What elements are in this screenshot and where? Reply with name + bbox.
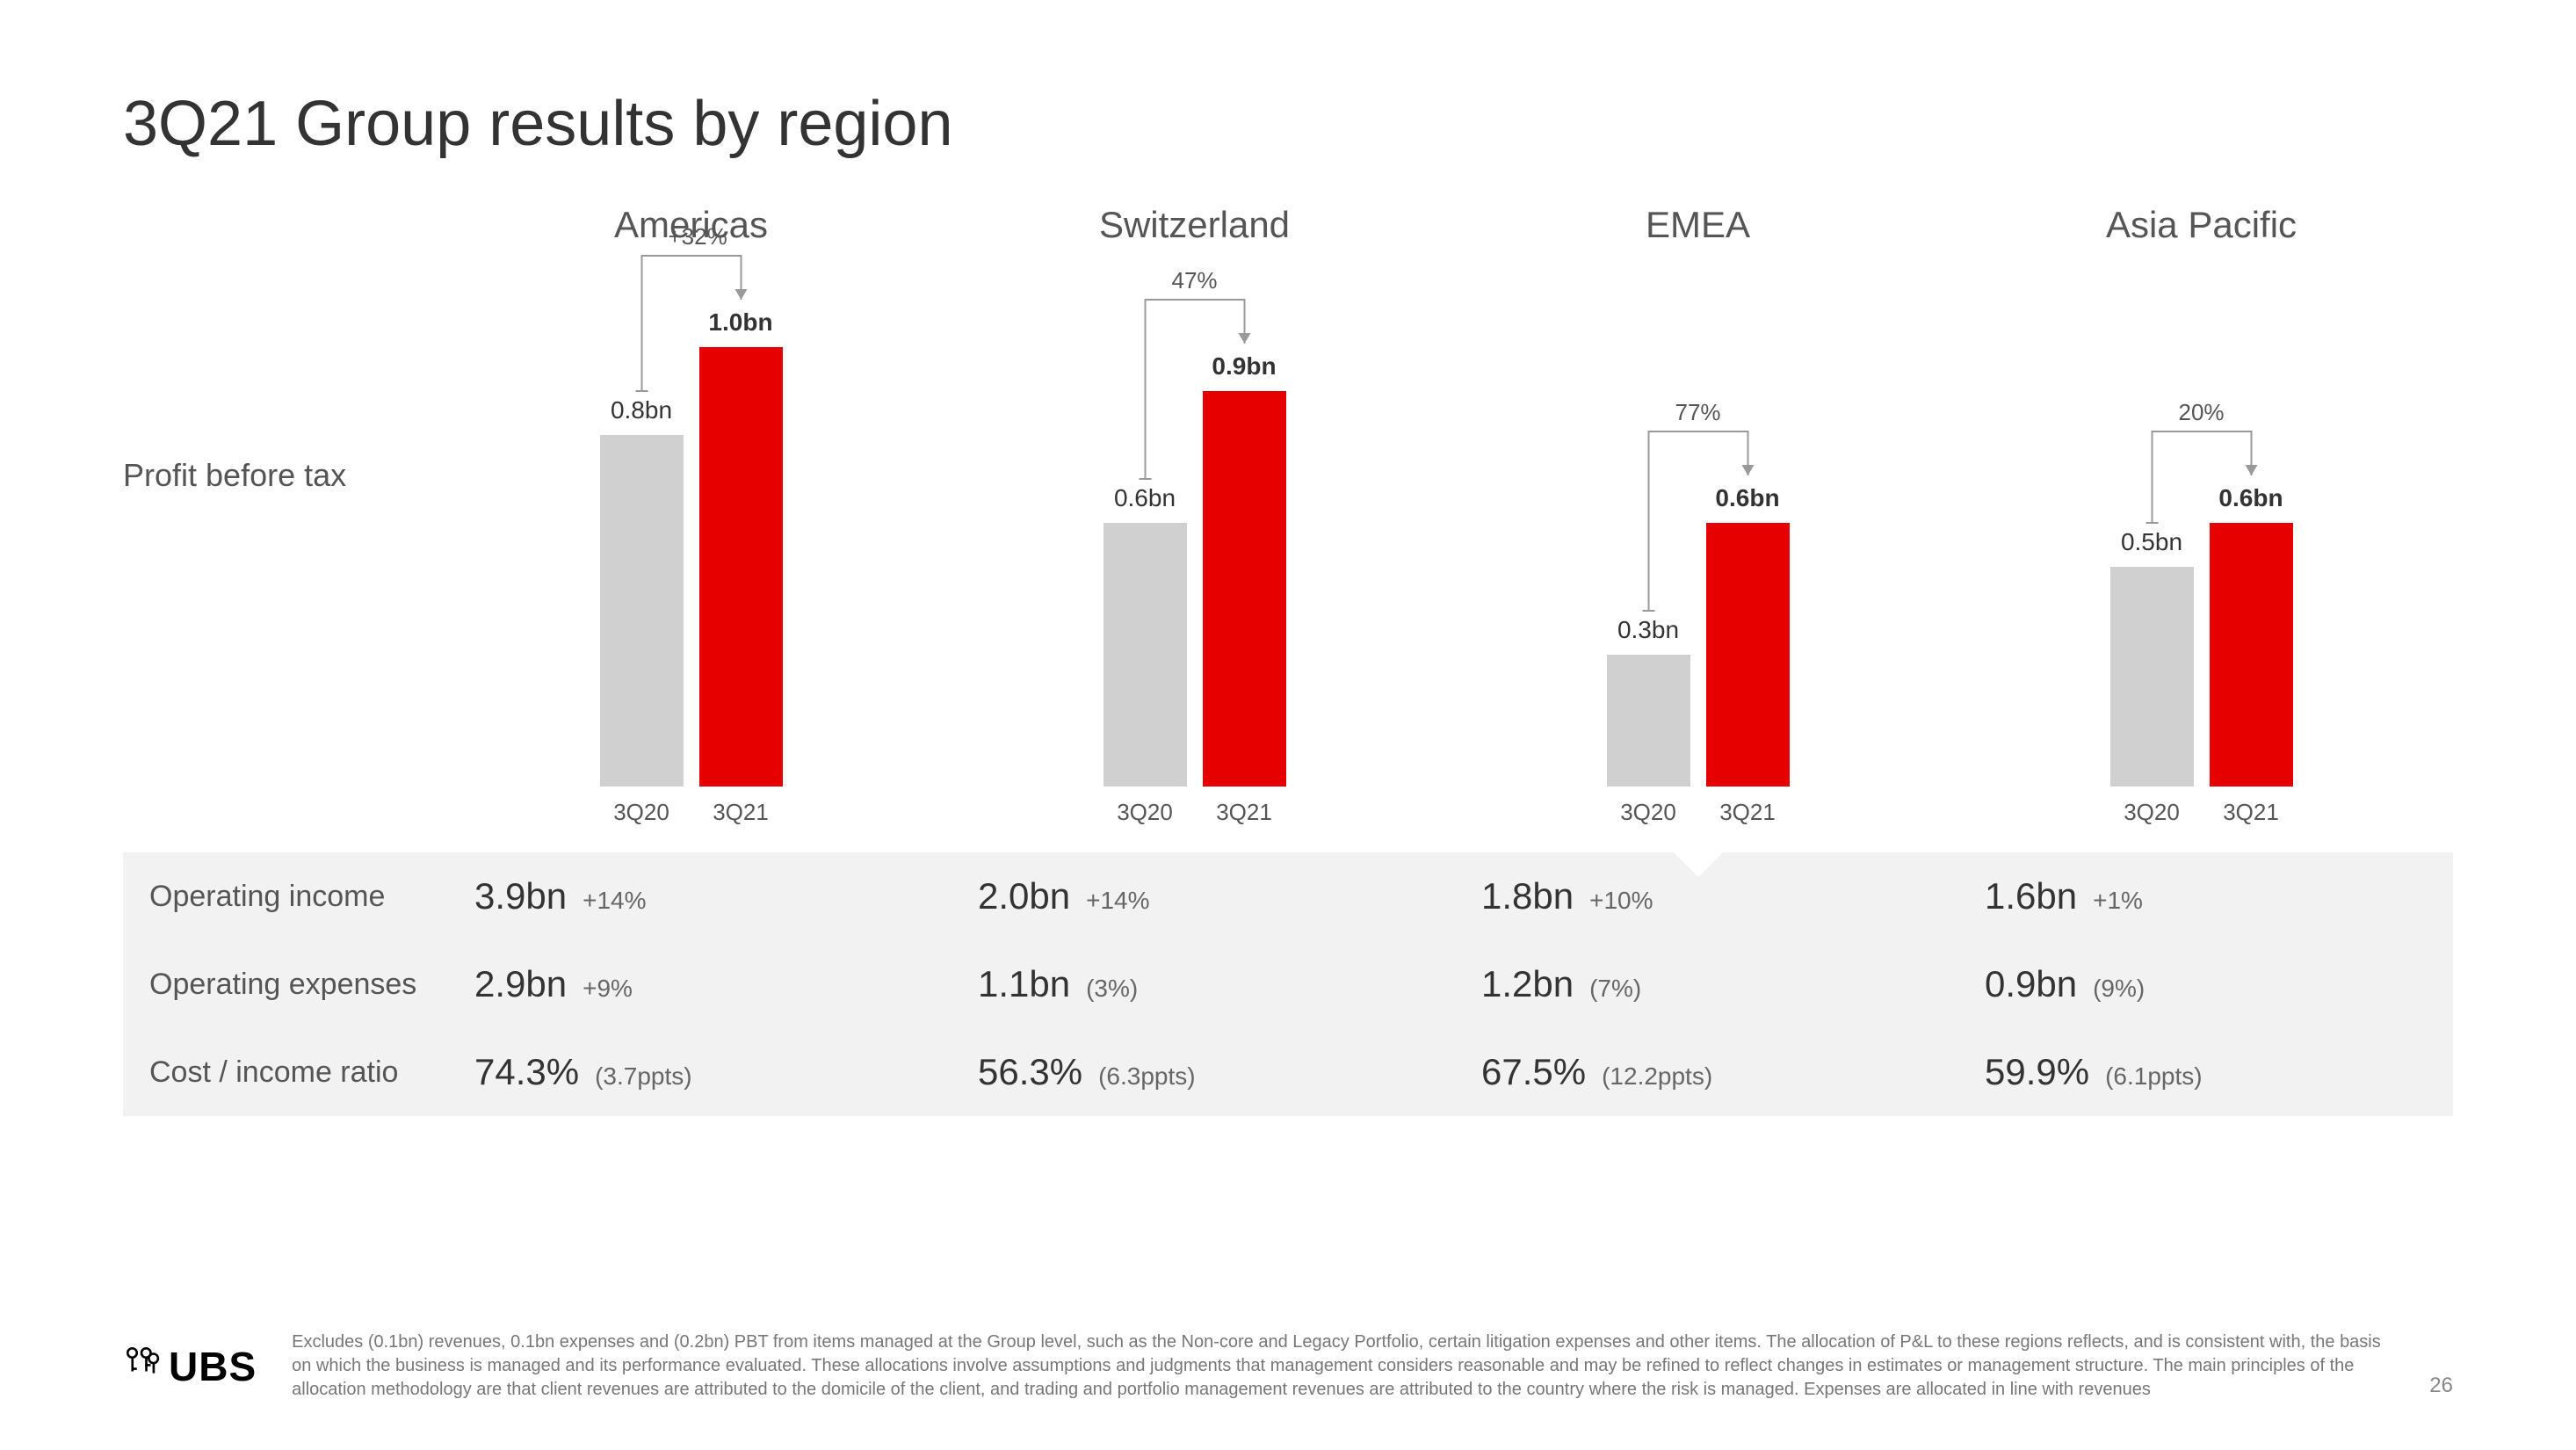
val-main: 0.9bn [1985, 963, 2077, 1005]
cell-ci-3: 59.9% (6.1ppts) [1950, 1028, 2453, 1116]
bar-xlabel-curr: 3Q21 [1719, 799, 1776, 826]
chart-asiapacific: 0.5bn 3Q20 0.6bn 3Q21 20% [1950, 264, 2453, 826]
cell-ci-1: 56.3% (6.3ppts) [943, 1028, 1446, 1116]
val-main: 74.3% [474, 1051, 579, 1093]
bar-value-prev: 0.8bn [611, 396, 672, 424]
bar-xlabel-prev: 3Q20 [2124, 799, 2180, 826]
row-label-opincome: Operating income [123, 857, 439, 937]
bar-group-prev: 0.3bn 3Q20 [1607, 616, 1690, 826]
val-main: 59.9% [1985, 1051, 2089, 1093]
val-main: 67.5% [1481, 1051, 1586, 1093]
region-header-emea: EMEA [1446, 204, 1950, 264]
bar-value-curr: 0.9bn [1212, 352, 1276, 381]
footnote-text: Excludes (0.1bn) revenues, 0.1bn expense… [292, 1330, 2394, 1402]
cell-opexp-1: 1.1bn (3%) [943, 940, 1446, 1028]
bar-value-prev: 0.5bn [2121, 528, 2182, 556]
cell-opexp-2: 1.2bn (7%) [1446, 940, 1950, 1028]
bar-curr [1706, 523, 1790, 787]
val-sub: (6.3ppts) [1098, 1062, 1196, 1091]
val-sub: (9%) [2093, 975, 2145, 1003]
cell-opexp-3: 0.9bn (9%) [1950, 940, 2453, 1028]
cell-ci-0: 74.3% (3.7ppts) [439, 1028, 943, 1116]
page-title: 3Q21 Group results by region [123, 88, 2453, 160]
bar-xlabel-prev: 3Q20 [613, 799, 669, 826]
bar-value-curr: 1.0bn [708, 308, 772, 337]
notch-indicator [1674, 852, 1723, 877]
val-sub: (3%) [1086, 975, 1138, 1003]
val-main: 56.3% [978, 1051, 1082, 1093]
metrics-panel: Operating income 3.9bn +14% 2.0bn +14% 1.8… [123, 852, 2453, 1116]
val-main: 2.9bn [474, 963, 567, 1005]
val-main: 2.0bn [978, 875, 1070, 917]
bar-group-curr: 1.0bn 3Q21 [699, 308, 783, 826]
val-sub: +14% [1086, 887, 1149, 915]
cell-opincome-1: 2.0bn +14% [943, 852, 1446, 940]
bar-prev [2110, 567, 2194, 787]
bar-curr [699, 347, 783, 787]
val-sub: +14% [582, 887, 646, 915]
bar-prev [1103, 523, 1187, 787]
bar-curr [1203, 391, 1286, 787]
slide-page: 3Q21 Group results by region Americas Sw… [0, 0, 2576, 1450]
cell-opincome-3: 1.6bn +1% [1950, 852, 2453, 940]
row-label-costincome: Cost / income ratio [123, 1033, 439, 1113]
bar-group-curr: 0.9bn 3Q21 [1203, 352, 1286, 826]
bar-value-curr: 0.6bn [2218, 484, 2283, 512]
bar-group-curr: 0.6bn 3Q21 [2210, 484, 2293, 826]
bar-pair: 0.5bn3Q200.6bn3Q2120% [2110, 484, 2293, 826]
bar-value-curr: 0.6bn [1715, 484, 1779, 512]
bar-group-prev: 0.6bn 3Q20 [1103, 484, 1187, 826]
bar-pair: 0.3bn3Q200.6bn3Q2177% [1607, 484, 1790, 826]
cell-opincome-0: 3.9bn +14% [439, 852, 943, 940]
metrics-grid: Operating income 3.9bn +14% 2.0bn +14% 1.8… [123, 852, 2453, 1116]
footer: UBS Excludes (0.1bn) revenues, 0.1bn exp… [123, 1330, 2453, 1402]
val-main: 1.8bn [1481, 875, 1574, 917]
bar-xlabel-prev: 3Q20 [1620, 799, 1676, 826]
ubs-logo: UBS [123, 1343, 257, 1390]
val-sub: (7%) [1589, 975, 1641, 1003]
val-main: 1.2bn [1481, 963, 1574, 1005]
chart-emea: 0.3bn 3Q20 0.6bn 3Q21 77% [1446, 264, 1950, 826]
chart-switzerland: 0.6bn 3Q20 0.9bn 3Q21 47% [943, 264, 1446, 826]
region-header-switzerland: Switzerland [943, 204, 1446, 264]
delta-label: 47% [1172, 267, 1218, 294]
delta-label: 77% [1675, 399, 1721, 426]
val-sub: +9% [582, 975, 633, 1003]
val-main: 1.6bn [1985, 875, 2077, 917]
page-number: 26 [2429, 1374, 2453, 1402]
val-main: 3.9bn [474, 875, 567, 917]
bar-group-curr: 0.6bn 3Q21 [1706, 484, 1790, 826]
bar-pair: 0.6bn3Q200.9bn3Q2147% [1103, 352, 1286, 826]
bar-pair: 0.8bn3Q201.0bn3Q21+32% [600, 308, 783, 826]
bar-group-prev: 0.8bn 3Q20 [600, 396, 684, 826]
bar-curr [2210, 523, 2293, 787]
val-sub: +10% [1589, 887, 1653, 915]
bar-group-prev: 0.5bn 3Q20 [2110, 528, 2194, 826]
cell-opexp-0: 2.9bn +9% [439, 940, 943, 1028]
cell-ci-2: 67.5% (12.2ppts) [1446, 1028, 1950, 1116]
val-sub: (12.2ppts) [1602, 1062, 1712, 1091]
val-sub: +1% [2093, 887, 2143, 915]
region-header-asiapacific: Asia Pacific [1950, 204, 2453, 264]
bar-xlabel-prev: 3Q20 [1117, 799, 1173, 826]
ubs-logo-text: UBS [169, 1343, 257, 1390]
chart-americas: 0.8bn3Q201.0bn3Q21+32% [439, 264, 943, 826]
bar-xlabel-curr: 3Q21 [1216, 799, 1272, 826]
content-grid: Americas Switzerland EMEA Asia Pacific P… [123, 204, 2453, 826]
bar-prev [600, 435, 684, 787]
row-label-pbt: Profit before tax [123, 264, 439, 494]
bar-xlabel-curr: 3Q21 [713, 799, 769, 826]
val-sub: (6.1ppts) [2105, 1062, 2203, 1091]
bar-xlabel-curr: 3Q21 [2223, 799, 2279, 826]
bar-value-prev: 0.3bn [1617, 616, 1679, 644]
ubs-keys-icon [123, 1344, 160, 1388]
val-sub: (3.7ppts) [595, 1062, 692, 1091]
bar-value-prev: 0.6bn [1114, 484, 1176, 512]
bar-prev [1607, 655, 1690, 787]
delta-label: +32% [669, 223, 727, 250]
row-label-opexpenses: Operating expenses [123, 945, 439, 1025]
val-main: 1.1bn [978, 963, 1070, 1005]
delta-label: 20% [2179, 399, 2225, 426]
